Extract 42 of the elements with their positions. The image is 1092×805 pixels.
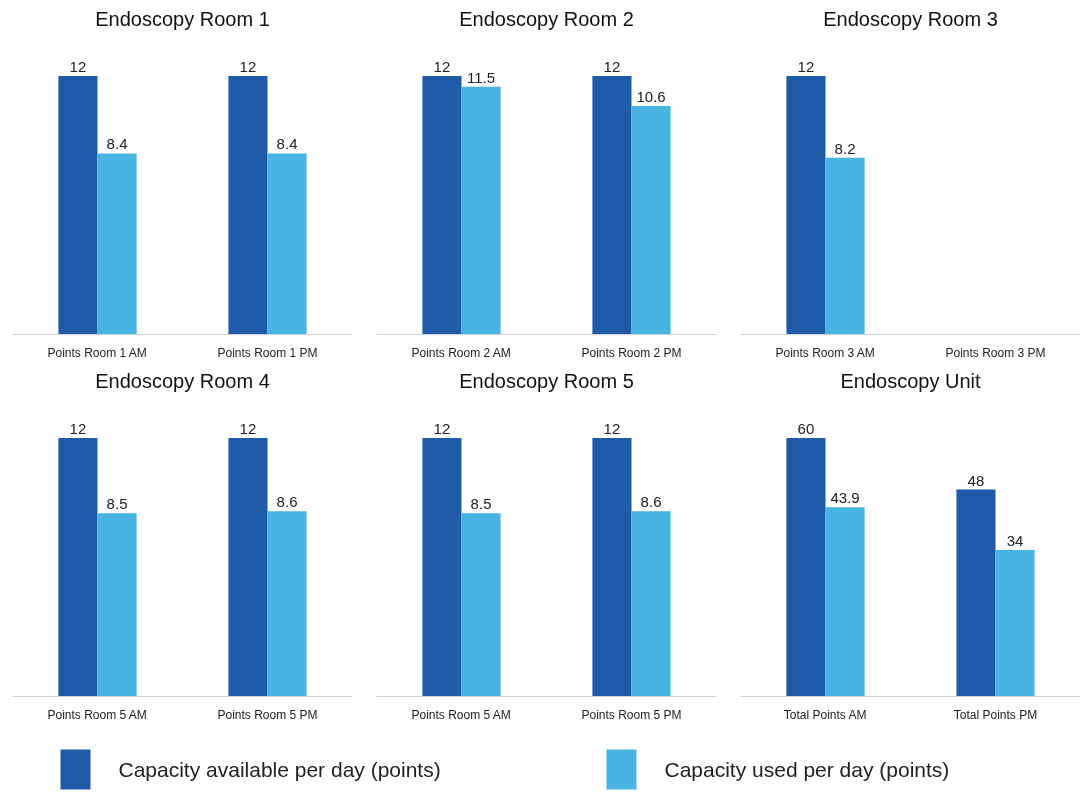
x-tick-label: Points Room 5 AM [411,707,511,722]
data-label: 12 [797,57,815,75]
data-label: 12 [603,57,621,75]
x-tick-label: Points Room 5 AM [47,707,147,722]
data-label: 12 [239,57,257,75]
data-label: 8.5 [470,495,492,513]
legend-label: Capacity used per day (points) [664,758,950,781]
data-label: 43.9 [830,489,860,507]
data-label: 8.4 [106,135,128,153]
data-label: 8.2 [834,139,856,157]
data-label: 12 [69,419,87,437]
data-label: 8.6 [276,493,298,511]
data-label: 12 [603,419,621,437]
data-label: 10.6 [636,88,666,106]
legend-label: Capacity available per day (points) [118,758,441,781]
chart-title: Endoscopy Unit [840,369,981,392]
data-label: 8.5 [106,495,128,513]
x-tick-label: Points Room 5 PM [217,707,318,722]
x-tick-label: Total Points AM [783,707,867,722]
data-label: 12 [69,57,87,75]
data-label: 12 [239,419,257,437]
chart-title: Endoscopy Room 4 [95,369,270,392]
data-label: 12 [433,57,451,75]
x-tick-label: Points Room 2 PM [581,345,682,360]
data-label: 48 [967,471,985,489]
x-tick-label: Points Room 3 AM [775,345,875,360]
x-tick-label: Points Room 5 PM [581,707,682,722]
data-label: 60 [797,419,815,437]
chart-title: Endoscopy Room 1 [95,7,270,30]
data-label: 12 [433,419,451,437]
chart-title: Endoscopy Room 3 [823,7,998,30]
data-label: 8.6 [640,493,662,511]
x-tick-label: Points Room 3 PM [945,345,1046,360]
x-tick-label: Total Points PM [953,707,1038,722]
chart-title: Endoscopy Room 2 [459,7,634,30]
data-label: 11.5 [467,68,496,86]
data-label: 8.4 [276,135,298,153]
x-tick-label: Points Room 1 PM [217,345,318,360]
x-tick-label: Points Room 1 AM [47,345,147,360]
x-tick-label: Points Room 2 AM [411,345,511,360]
chart-title: Endoscopy Room 5 [459,369,634,392]
data-label: 34 [1006,531,1024,549]
